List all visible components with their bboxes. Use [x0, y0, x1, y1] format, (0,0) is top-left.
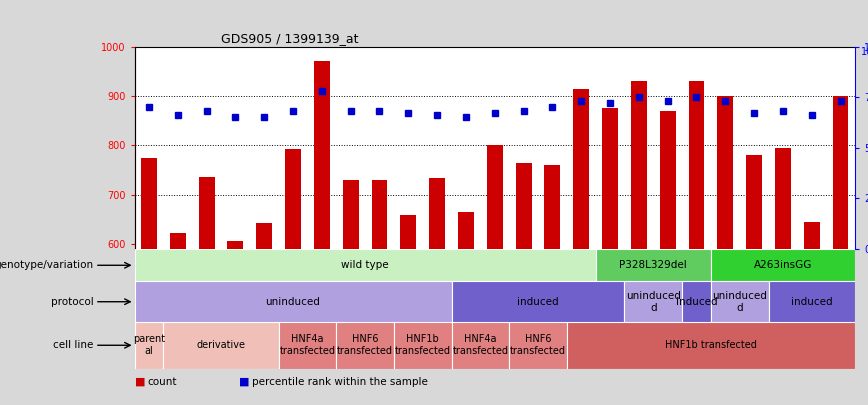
Bar [487, 145, 503, 249]
Bar [510, 322, 567, 369]
Bar [372, 180, 387, 249]
Bar [429, 179, 445, 249]
Text: uninduced
d: uninduced d [713, 291, 767, 313]
Text: A263insGG: A263insGG [753, 260, 812, 270]
Bar [451, 322, 510, 369]
Text: percentile rank within the sample: percentile rank within the sample [252, 377, 428, 386]
Bar [314, 62, 330, 249]
Text: count: count [148, 377, 177, 386]
Text: uninduced: uninduced [266, 297, 320, 307]
Bar [544, 165, 561, 249]
Text: 100%: 100% [860, 47, 868, 57]
Bar [567, 322, 855, 369]
Bar [832, 96, 849, 249]
Bar [595, 249, 711, 281]
Bar [775, 148, 791, 249]
Bar [285, 149, 301, 249]
Text: induced: induced [675, 297, 717, 307]
Bar [711, 249, 855, 281]
Bar [458, 212, 474, 249]
Bar [573, 89, 589, 249]
Bar [768, 281, 855, 322]
Text: ■: ■ [135, 377, 145, 386]
Text: induced: induced [517, 297, 559, 307]
Bar [400, 215, 417, 249]
Bar [256, 223, 273, 249]
Text: ■: ■ [239, 377, 249, 386]
Text: P328L329del: P328L329del [620, 260, 687, 270]
Bar [135, 322, 163, 369]
Text: induced: induced [791, 297, 832, 307]
Bar [336, 322, 394, 369]
Bar [199, 177, 214, 249]
Bar [516, 163, 531, 249]
Bar [804, 222, 819, 249]
Bar [688, 81, 705, 249]
Text: wild type: wild type [341, 260, 389, 270]
Bar [682, 281, 711, 322]
Bar [451, 281, 624, 322]
Bar [170, 233, 186, 249]
Bar [602, 108, 618, 249]
Bar [394, 322, 451, 369]
Text: derivative: derivative [196, 340, 246, 350]
Bar [141, 158, 157, 249]
Bar [135, 281, 451, 322]
Text: HNF6
transfected: HNF6 transfected [510, 335, 566, 356]
Bar [135, 249, 595, 281]
Text: uninduced
d: uninduced d [626, 291, 681, 313]
Bar [279, 322, 336, 369]
Bar [227, 241, 243, 249]
Text: parent
al: parent al [133, 335, 165, 356]
Text: HNF4a
transfected: HNF4a transfected [452, 335, 509, 356]
Text: GDS905 / 1399139_at: GDS905 / 1399139_at [221, 32, 358, 45]
Text: cell line: cell line [53, 340, 94, 350]
Bar [660, 111, 675, 249]
Text: HNF6
transfected: HNF6 transfected [337, 335, 393, 356]
Bar [631, 81, 647, 249]
Bar [711, 281, 768, 322]
Text: protocol: protocol [50, 297, 94, 307]
Bar [746, 155, 762, 249]
Bar [624, 281, 682, 322]
Bar [163, 322, 279, 369]
Bar [343, 180, 358, 249]
Bar [717, 96, 733, 249]
Text: genotype/variation: genotype/variation [0, 260, 94, 270]
Text: HNF1b transfected: HNF1b transfected [665, 340, 757, 350]
Text: HNF1b
transfected: HNF1b transfected [395, 335, 450, 356]
Text: HNF4a
transfected: HNF4a transfected [279, 335, 335, 356]
